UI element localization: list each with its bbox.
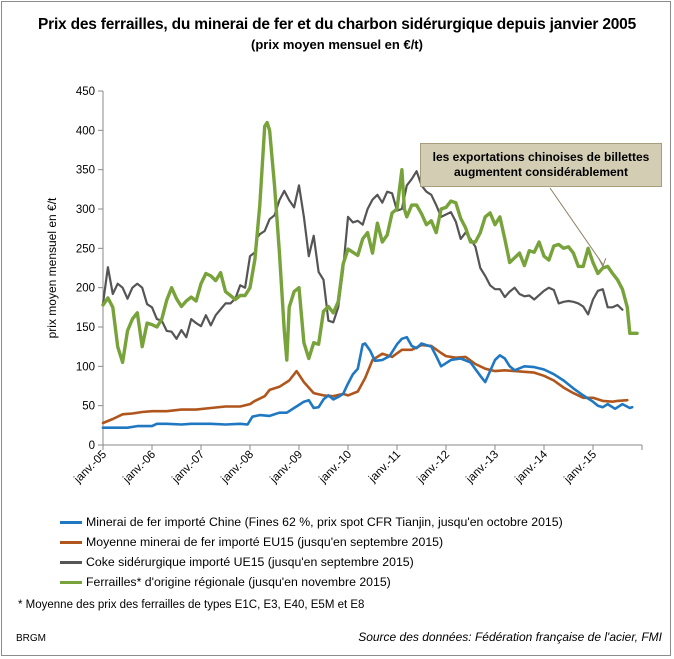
legend: Minerai de fer importé Chine (Fines 62 %…	[60, 513, 563, 593]
legend-label-coke: Coke sidérurgique importé UE15 (jusqu'en…	[86, 555, 414, 569]
annotation-arrow	[549, 187, 604, 265]
y-tick-label: 100	[76, 361, 95, 373]
y-axis-label: prix moyen mensuel en €/t	[45, 197, 59, 338]
footnote: * Moyenne des prix des ferrailles de typ…	[18, 599, 365, 611]
legend-item-scrap: Ferrailles* d'origine régionale (jusqu'e…	[60, 573, 563, 593]
y-tick-label: 350	[76, 165, 95, 177]
x-tick-label: janv.-07	[170, 449, 208, 487]
legend-swatch-scrap	[60, 581, 82, 584]
x-tick-label: janv.-10	[317, 449, 355, 487]
y-tick-label: 250	[76, 243, 95, 255]
legend-label-scrap: Ferrailles* d'origine régionale (jusqu'e…	[86, 575, 391, 589]
y-tick-label: 150	[76, 322, 95, 334]
annotation-box: les exportations chinoises de billettes …	[420, 143, 662, 187]
x-tick-label: janv.-09	[268, 449, 306, 487]
x-tick-label: janv.-15	[562, 449, 600, 487]
series-line-coke	[101, 170, 624, 340]
y-tick-label: 400	[76, 125, 95, 137]
y-tick-label: 200	[76, 283, 95, 295]
x-tick-label: janv.-06	[121, 449, 159, 487]
legend-item-eu15-ore: Moyenne minerai de fer importé EU15 (jus…	[60, 533, 563, 553]
legend-swatch-coke	[60, 561, 82, 564]
series-line-eu15-ore	[101, 343, 629, 425]
x-tick-label: janv.-11	[366, 449, 403, 486]
legend-item-china: Minerai de fer importé Chine (Fines 62 %…	[60, 513, 563, 533]
y-tick-label: 0	[89, 440, 95, 452]
legend-label-eu15-ore: Moyenne minerai de fer importé EU15 (jus…	[86, 535, 444, 549]
y-tick-label: 300	[76, 204, 95, 216]
chart-title: Prix des ferrailles, du minerai de fer e…	[37, 16, 637, 33]
annotation-arrow-head	[598, 258, 607, 268]
x-tick-label: janv.-12	[415, 449, 453, 487]
x-tick-label: janv.-05	[72, 449, 110, 487]
legend-label-china: Minerai de fer importé Chine (Fines 62 %…	[86, 515, 563, 529]
legend-swatch-china	[60, 521, 82, 524]
legend-item-coke: Coke sidérurgique importé UE15 (jusqu'en…	[60, 553, 563, 573]
annotation-line-2: augmentent considérablement	[453, 165, 629, 179]
chart-subtitle: (prix moyen mensuel en €/t)	[251, 37, 423, 52]
x-tick-label: janv.-13	[464, 449, 502, 487]
legend-swatch-eu15-ore	[60, 541, 82, 544]
data-source: Source des données: Fédération française…	[358, 630, 662, 644]
x-tick-label: janv.-08	[219, 449, 257, 487]
series-line-scrap	[101, 120, 639, 365]
series-line-china	[101, 335, 634, 429]
annotation-line-1: les exportations chinoises de billettes	[432, 150, 650, 164]
publisher-label: BRGM	[16, 633, 46, 644]
y-tick-label: 50	[82, 401, 95, 413]
y-tick-label: 450	[76, 86, 95, 98]
x-tick-label: janv.-14	[513, 448, 551, 486]
